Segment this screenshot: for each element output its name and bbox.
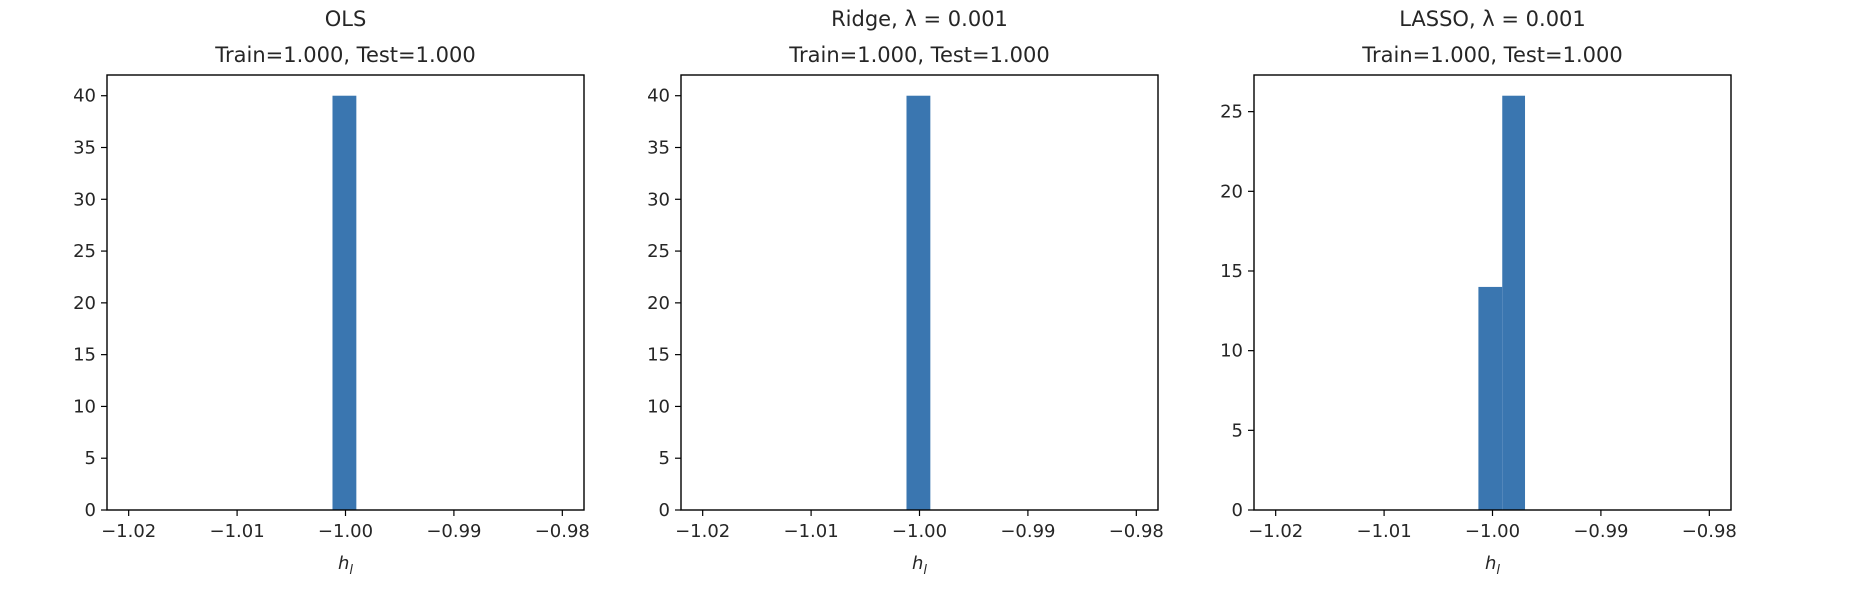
y-tick-label: 20: [73, 293, 96, 314]
x-tick-label: −1.01: [1357, 521, 1412, 542]
chart-title: Ridge, λ = 0.001: [831, 7, 1008, 31]
x-axis-label: hl: [912, 553, 927, 578]
y-tick-label: 30: [73, 189, 96, 210]
chart-title: OLS: [325, 7, 367, 31]
y-tick-label: 0: [1232, 500, 1243, 521]
x-tick-label: −0.98: [1109, 521, 1164, 542]
y-tick-label: 0: [85, 500, 96, 521]
y-tick-label: 5: [1232, 420, 1243, 441]
y-tick-label: 20: [1220, 181, 1243, 202]
chart-panel-3: −1.02 −1.01 −1.00 −0.99 −0.98 0 5 10 15 20 25 LASSO…: [1220, 7, 1737, 578]
y-tick-label: 10: [1220, 341, 1243, 362]
x-tick-label: −1.01: [210, 521, 265, 542]
x-tick-label: −0.98: [1682, 521, 1737, 542]
x-tick-label: −0.98: [535, 521, 590, 542]
y-tick-label: 10: [647, 396, 670, 417]
histogram-bar: [1478, 286, 1503, 510]
y-tick-label: 15: [73, 345, 96, 366]
x-tick-label: −1.01: [784, 521, 839, 542]
histogram-bar: [332, 95, 357, 510]
x-tick-label: −1.00: [892, 521, 947, 542]
y-tick-label: 15: [647, 345, 670, 366]
x-tick-label: −0.99: [1000, 521, 1055, 542]
x-tick-label: −1.00: [1465, 521, 1520, 542]
y-tick-label: 5: [85, 448, 96, 469]
y-tick-label: 10: [73, 396, 96, 417]
x-axis-label: hl: [1485, 553, 1500, 578]
y-tick-label: 35: [73, 138, 96, 159]
y-tick-label: 25: [1220, 102, 1243, 123]
y-tick-label: 25: [647, 241, 670, 262]
y-tick-label: 35: [647, 138, 670, 159]
y-tick-label: 0: [659, 500, 670, 521]
y-tick-label: 40: [647, 86, 670, 107]
x-tick-label: −0.99: [1573, 521, 1628, 542]
histogram-bar: [906, 95, 931, 510]
chart-panel-1: −1.02 −1.01 −1.00 −0.99 −0.98 0 5 10 15 20 25 30 35 4…: [73, 7, 590, 578]
y-tick-label: 30: [647, 189, 670, 210]
y-tick-label: 25: [73, 241, 96, 262]
chart-title: LASSO, λ = 0.001: [1399, 7, 1586, 31]
x-tick-label: −1.00: [318, 521, 373, 542]
x-tick-label: −1.02: [1248, 521, 1303, 542]
chart-subtitle: Train=1.000, Test=1.000: [1361, 43, 1623, 67]
chart-subtitle: Train=1.000, Test=1.000: [214, 43, 476, 67]
y-tick-label: 40: [73, 86, 96, 107]
y-tick-label: 5: [659, 448, 670, 469]
y-tick-label: 15: [1220, 261, 1243, 282]
x-tick-label: −0.99: [426, 521, 481, 542]
chart-subtitle: Train=1.000, Test=1.000: [788, 43, 1050, 67]
histogram-bar: [1502, 95, 1526, 510]
x-tick-label: −1.02: [675, 521, 730, 542]
chart-panel-2: −1.02 −1.01 −1.00 −0.99 −0.98 0 5 10 15 20 25 30 35 4…: [647, 7, 1164, 578]
y-tick-label: 20: [647, 293, 670, 314]
x-tick-label: −1.02: [101, 521, 156, 542]
x-axis-label: hl: [338, 553, 353, 578]
